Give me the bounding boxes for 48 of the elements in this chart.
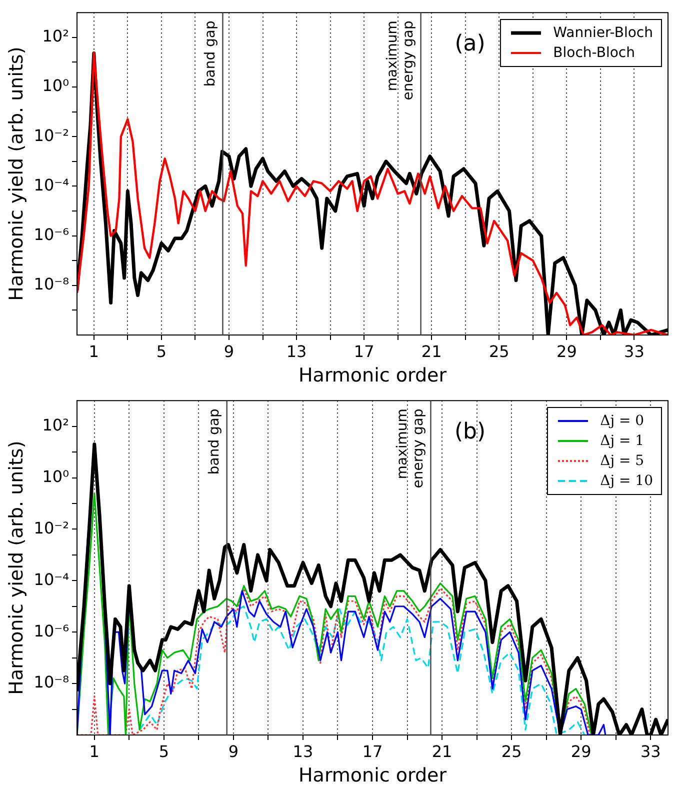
x-tick-label: 9 (228, 742, 239, 761)
x-tick-label: 17 (362, 742, 383, 761)
x-tick-label: 33 (640, 742, 661, 761)
y-tick-label: 10² (42, 415, 70, 434)
y-tick-label: 10² (42, 26, 70, 46)
x-tick-label: 25 (501, 742, 522, 761)
y-tick-label: 10⁻⁸ (34, 672, 70, 692)
x-tick-label: 1 (88, 342, 99, 361)
x-tick-label: 29 (570, 742, 592, 761)
x-axis-title: Harmonic order (298, 764, 447, 787)
y-tick-label: 10⁰ (42, 466, 70, 486)
x-tick-label: 13 (292, 742, 314, 761)
ref-line-label: band gap (202, 20, 218, 87)
y-tick-label: 10⁻⁶ (34, 224, 70, 244)
ref-line-label: maximum energy gap (384, 20, 416, 100)
legend-label: Δj = 0 (600, 412, 644, 429)
legend-label: Bloch-Bloch (553, 44, 635, 61)
x-tick-label: 5 (156, 342, 167, 361)
legend-label: Wannier-Bloch (553, 24, 653, 41)
y-tick-label: 10⁻⁴ (34, 175, 70, 194)
ref-line-label: maximum energy gap (394, 408, 426, 488)
y-tick-label: 10⁻⁴ (34, 570, 70, 589)
x-tick-label: 21 (432, 742, 452, 761)
x-tick-label: 21 (421, 342, 442, 361)
y-tick-label: 10⁻⁸ (34, 274, 70, 294)
annotation: (b) (454, 419, 486, 444)
line-series (77, 588, 591, 735)
x-tick-label: 33 (624, 342, 644, 361)
line-series (138, 606, 586, 735)
x-axis-title: Harmonic order (298, 364, 447, 387)
x-tick-label: 17 (354, 342, 374, 361)
y-axis-title: Harmonic yield (arb. units) (5, 440, 28, 695)
legend-label: Δj = 5 (600, 452, 644, 469)
y-tick-label: 10⁻² (34, 518, 70, 538)
x-tick-label: 25 (488, 342, 510, 361)
x-tick-label: 5 (158, 742, 170, 761)
legend-label: Δj = 10 (600, 472, 653, 489)
annotation: (a) (454, 31, 486, 56)
y-tick-label: 10⁰ (42, 76, 70, 96)
ref-line-label: band gap (206, 408, 222, 475)
x-tick-label: 29 (556, 342, 577, 361)
y-tick-label: 10⁻⁶ (34, 621, 70, 640)
x-tick-label: 1 (89, 742, 100, 761)
legend-label: Δj = 1 (600, 432, 644, 449)
x-tick-label: 9 (224, 342, 234, 361)
y-tick-label: 10⁻² (34, 126, 70, 145)
x-tick-label: 13 (286, 342, 307, 361)
y-axis-title: Harmonic yield (arb. units) (5, 46, 28, 301)
